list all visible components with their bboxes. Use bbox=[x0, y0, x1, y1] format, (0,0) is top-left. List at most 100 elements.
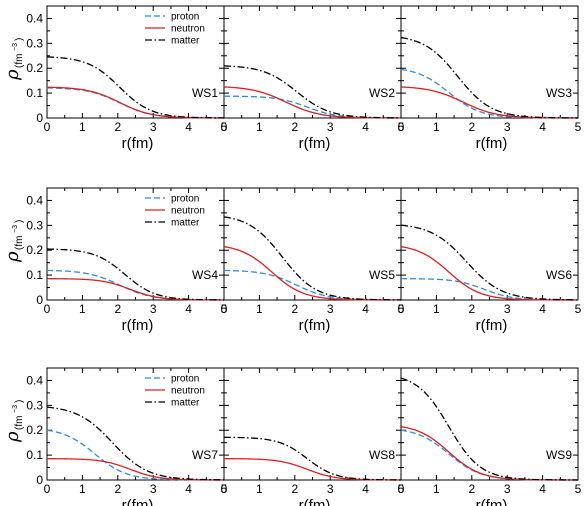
x-tick-label: 4 bbox=[539, 302, 546, 316]
panel-label: WS5 bbox=[369, 268, 395, 282]
x-axis-title: r(fm) bbox=[476, 317, 508, 334]
panel-label: WS8 bbox=[369, 448, 395, 462]
series-matter-line bbox=[400, 377, 579, 481]
panel-ws7: 0 1 2 3 4 500.10.20.30.4WS7r(fm)protonneutron… bbox=[26, 367, 228, 506]
x-tick-label: 1 bbox=[433, 302, 440, 316]
x-tick-label: 0 bbox=[221, 482, 228, 496]
x-tick-label: 4 bbox=[539, 482, 546, 496]
x-tick-label: 5 bbox=[221, 302, 228, 316]
series-proton-line bbox=[223, 269, 402, 301]
x-axis-title: r(fm) bbox=[122, 497, 154, 506]
x-tick-label: 1 bbox=[79, 120, 86, 134]
chart-row-1: ρ(fm−3)0 1 2 3 4 500.10.20.30.4WS1r(fm)proton… bbox=[2, 5, 582, 152]
x-tick-label: 3 bbox=[150, 302, 157, 316]
x-tick-label: 2 bbox=[291, 482, 298, 496]
x-tick-label: 1 bbox=[79, 482, 86, 496]
series-matter-line bbox=[400, 36, 579, 119]
panel-frame bbox=[223, 5, 402, 119]
x-tick-label: 0 bbox=[398, 302, 405, 316]
x-tick-label: 2 bbox=[468, 302, 475, 316]
series-neutron-line bbox=[400, 246, 578, 301]
y-axis-unit-open: (fm bbox=[14, 416, 25, 430]
chart-row-2: ρ(fm−3)0 1 2 3 4 500.10.20.30.4WS4r(fm)proton… bbox=[2, 187, 582, 334]
series-neutron-line bbox=[223, 86, 401, 119]
series-proton-line bbox=[401, 278, 578, 301]
y-tick-label: 0.1 bbox=[26, 448, 43, 462]
y-tick-label: 0.4 bbox=[26, 11, 43, 25]
x-tick-label: 3 bbox=[504, 482, 511, 496]
x-axis-title: r(fm) bbox=[299, 135, 331, 152]
series-proton-line bbox=[223, 95, 401, 119]
series-neutron-line bbox=[47, 458, 224, 481]
series-matter-line bbox=[46, 406, 225, 481]
x-tick-label: 3 bbox=[327, 120, 334, 134]
panel-label: WS3 bbox=[546, 86, 572, 100]
x-tick-label: 1 bbox=[79, 302, 86, 316]
y-tick-label: 0.3 bbox=[26, 398, 43, 412]
series-matter-line bbox=[46, 248, 225, 301]
x-tick-label: 1 bbox=[256, 482, 263, 496]
y-tick-label: 0.2 bbox=[26, 243, 43, 257]
y-tick-label: 0 bbox=[36, 293, 43, 307]
y-axis-title: ρ(fm −3) bbox=[2, 220, 25, 263]
x-tick-label: 5 bbox=[575, 482, 582, 496]
x-tick-label: 0 bbox=[44, 482, 51, 496]
series-neutron-line bbox=[47, 278, 224, 301]
x-tick-label: 3 bbox=[504, 120, 511, 134]
x-tick-label: 5 bbox=[575, 302, 582, 316]
y-tick-label: 0.2 bbox=[26, 423, 43, 437]
legend-label-neutron: neutron bbox=[171, 386, 205, 397]
series-matter-line bbox=[400, 224, 579, 301]
x-tick-label: 3 bbox=[150, 482, 157, 496]
series-matter-line bbox=[223, 216, 402, 301]
x-tick-label: 4 bbox=[185, 120, 192, 134]
y-tick-label: 0.3 bbox=[26, 218, 43, 232]
x-tick-label: 5 bbox=[221, 482, 228, 496]
x-tick-label: 3 bbox=[150, 120, 157, 134]
x-tick-label: 0 bbox=[44, 120, 51, 134]
y-axis-unit-open: (fm bbox=[14, 236, 25, 250]
x-tick-label: 0 bbox=[398, 482, 405, 496]
panel-label: WS7 bbox=[192, 448, 218, 462]
y-tick-label: 0.2 bbox=[26, 61, 43, 75]
legend-label-neutron: neutron bbox=[171, 206, 205, 217]
x-axis-title: r(fm) bbox=[299, 497, 331, 506]
x-tick-label: 2 bbox=[468, 482, 475, 496]
series-proton-line bbox=[46, 429, 224, 481]
panel-label: WS1 bbox=[192, 86, 218, 100]
series-matter-line bbox=[223, 436, 401, 481]
y-tick-label: 0.3 bbox=[26, 36, 43, 50]
legend-label-matter: matter bbox=[171, 398, 200, 409]
y-axis-symbol: ρ bbox=[2, 69, 23, 81]
y-axis-unit-open: (fm bbox=[14, 54, 25, 68]
y-axis-unit-close: ) bbox=[14, 400, 25, 403]
y-tick-label: 0.1 bbox=[26, 268, 43, 282]
y-axis-unit-sup: −3 bbox=[12, 225, 19, 233]
legend-label-proton: proton bbox=[171, 374, 199, 385]
y-tick-label: 0.4 bbox=[26, 373, 43, 387]
x-tick-label: 2 bbox=[114, 120, 121, 134]
x-tick-label: 5 bbox=[398, 120, 405, 134]
y-tick-label: 0 bbox=[36, 111, 43, 125]
panel-frame bbox=[223, 187, 402, 301]
y-axis-unit-sup: −3 bbox=[12, 405, 19, 413]
x-tick-label: 3 bbox=[504, 302, 511, 316]
y-axis-unit-close: ) bbox=[14, 38, 25, 41]
x-tick-label: 0 bbox=[44, 302, 51, 316]
x-tick-label: 0 bbox=[221, 302, 228, 316]
x-tick-label: 4 bbox=[362, 120, 369, 134]
x-tick-label: 3 bbox=[327, 302, 334, 316]
x-tick-label: 2 bbox=[291, 120, 298, 134]
x-tick-label: 5 bbox=[398, 482, 405, 496]
panel-label: WS2 bbox=[369, 86, 395, 100]
panel-label: WS9 bbox=[546, 448, 572, 462]
x-tick-label: 0 bbox=[398, 120, 405, 134]
panel-ws4: 0 1 2 3 4 500.10.20.30.4WS4r(fm)protonneutron… bbox=[26, 187, 228, 334]
x-tick-label: 4 bbox=[539, 120, 546, 134]
y-axis-symbol: ρ bbox=[2, 431, 23, 443]
x-tick-label: 2 bbox=[114, 302, 121, 316]
legend-label-matter: matter bbox=[171, 218, 200, 229]
